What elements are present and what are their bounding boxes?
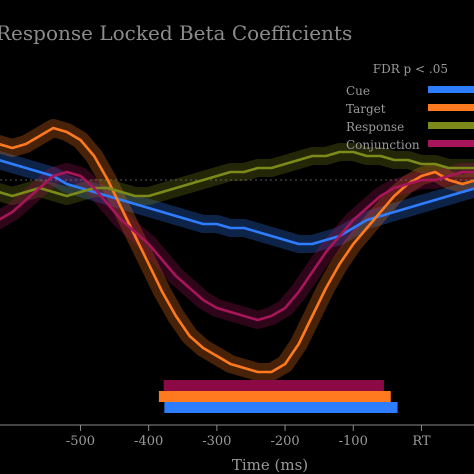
x-axis-ticks: -500 -400 -300 -200 -100 RT xyxy=(66,425,431,449)
response-line xyxy=(0,150,474,198)
x-tick-label: RT xyxy=(412,434,431,449)
x-tick-label: -300 xyxy=(202,434,231,449)
legend-label-target: Target xyxy=(346,102,386,116)
x-tick-label: -200 xyxy=(270,434,299,449)
cue-line xyxy=(0,159,474,246)
x-tick-label: -500 xyxy=(66,434,95,449)
legend-label-conjunction: Conjunction xyxy=(346,138,420,152)
legend-swatch-target xyxy=(428,104,474,111)
legend: FDR p < .05 Cue Target Response Conjunction xyxy=(346,62,474,152)
legend-label-response: Response xyxy=(346,120,404,134)
chart-title: Response Locked Beta Coefficients xyxy=(0,21,352,45)
cue-significance-bar xyxy=(164,402,398,413)
legend-swatch-conjunction xyxy=(428,140,474,147)
conjunction-significance-bar xyxy=(163,380,384,391)
significance-bars xyxy=(158,380,398,413)
target-line xyxy=(0,126,474,374)
legend-swatch-response xyxy=(428,122,474,129)
legend-title: FDR p < .05 xyxy=(373,62,448,76)
legend-swatch-cue xyxy=(428,86,474,93)
x-axis-label: Time (ms) xyxy=(232,456,308,474)
x-tick-label: -400 xyxy=(134,434,163,449)
legend-label-cue: Cue xyxy=(346,84,370,98)
conjunction-line xyxy=(0,170,474,322)
x-tick-label: -100 xyxy=(339,434,368,449)
series-lines xyxy=(0,126,474,374)
target-significance-bar xyxy=(158,391,391,402)
